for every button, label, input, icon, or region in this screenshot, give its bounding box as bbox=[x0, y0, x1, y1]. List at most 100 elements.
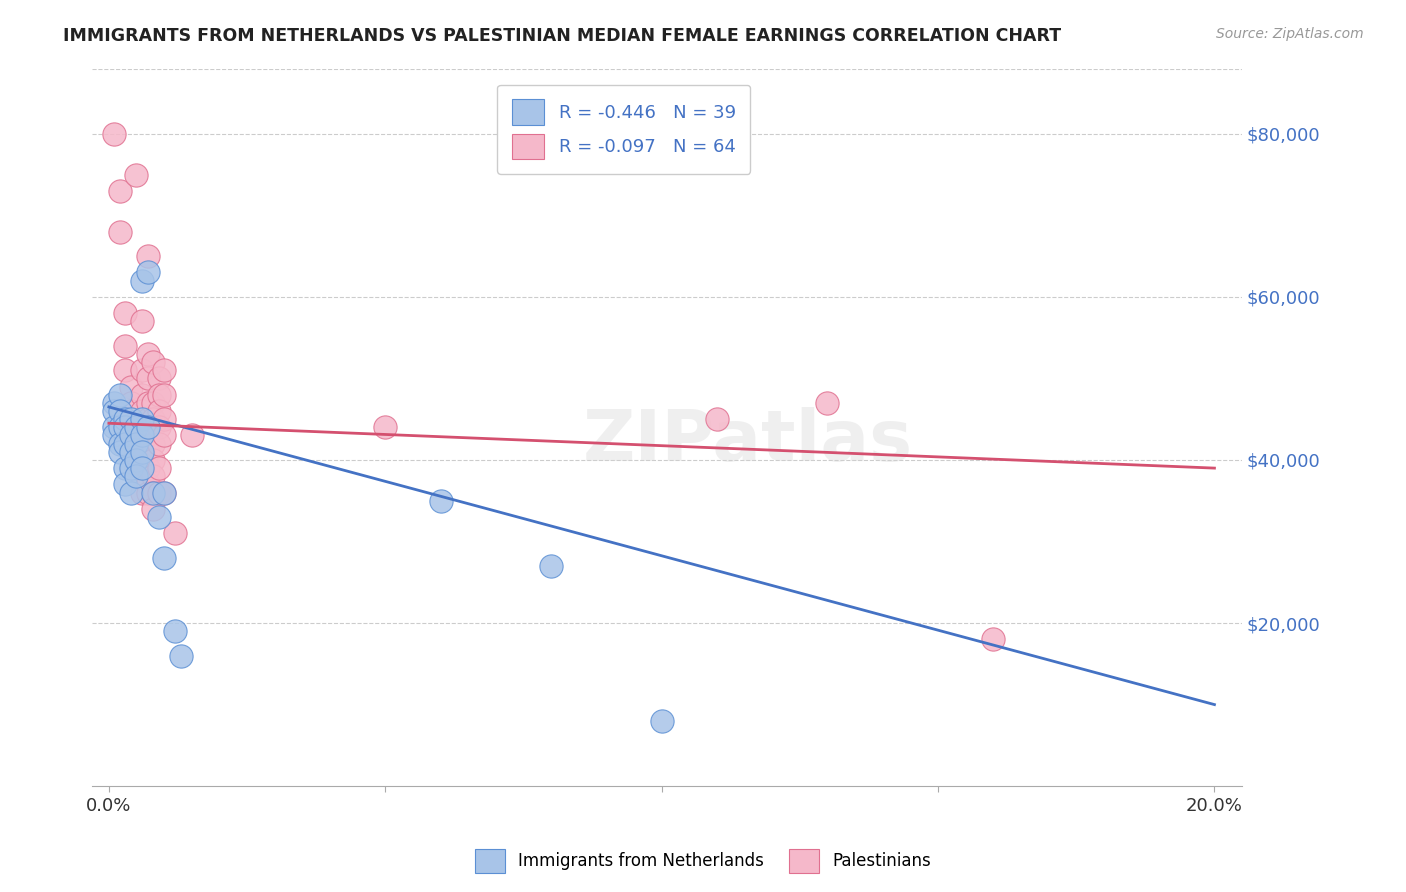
Point bbox=[142, 485, 165, 500]
Point bbox=[114, 412, 136, 426]
Point bbox=[125, 444, 148, 458]
Point bbox=[131, 388, 153, 402]
Point bbox=[136, 461, 159, 475]
Point bbox=[136, 485, 159, 500]
Point bbox=[108, 420, 131, 434]
Point bbox=[120, 485, 142, 500]
Point bbox=[120, 396, 142, 410]
Point bbox=[103, 428, 125, 442]
Point bbox=[136, 371, 159, 385]
Point bbox=[114, 461, 136, 475]
Point bbox=[148, 404, 170, 418]
Point bbox=[108, 184, 131, 198]
Point bbox=[125, 436, 148, 450]
Point bbox=[153, 485, 176, 500]
Point bbox=[131, 420, 153, 434]
Point bbox=[114, 477, 136, 491]
Point bbox=[103, 396, 125, 410]
Point bbox=[125, 461, 148, 475]
Point bbox=[125, 453, 148, 467]
Point bbox=[125, 469, 148, 483]
Point bbox=[148, 420, 170, 434]
Point bbox=[136, 265, 159, 279]
Point bbox=[108, 436, 131, 450]
Point bbox=[148, 371, 170, 385]
Point bbox=[131, 461, 153, 475]
Text: IMMIGRANTS FROM NETHERLANDS VS PALESTINIAN MEDIAN FEMALE EARNINGS CORRELATION CH: IMMIGRANTS FROM NETHERLANDS VS PALESTINI… bbox=[63, 27, 1062, 45]
Point bbox=[125, 420, 148, 434]
Point bbox=[142, 412, 165, 426]
Point bbox=[165, 526, 187, 541]
Point bbox=[108, 388, 131, 402]
Point bbox=[651, 714, 673, 728]
Point bbox=[120, 412, 142, 426]
Point bbox=[108, 444, 131, 458]
Point bbox=[120, 444, 142, 458]
Point bbox=[114, 420, 136, 434]
Point bbox=[131, 314, 153, 328]
Point bbox=[103, 404, 125, 418]
Point bbox=[131, 485, 153, 500]
Point bbox=[706, 412, 728, 426]
Point bbox=[153, 388, 176, 402]
Point bbox=[120, 461, 142, 475]
Point bbox=[374, 420, 396, 434]
Point bbox=[114, 363, 136, 377]
Point bbox=[131, 404, 153, 418]
Point bbox=[131, 428, 153, 442]
Point bbox=[981, 632, 1004, 647]
Point bbox=[136, 444, 159, 458]
Point bbox=[153, 412, 176, 426]
Point bbox=[120, 404, 142, 418]
Point bbox=[120, 379, 142, 393]
Point bbox=[103, 420, 125, 434]
Point bbox=[120, 420, 142, 434]
Point bbox=[136, 347, 159, 361]
Legend: Immigrants from Netherlands, Palestinians: Immigrants from Netherlands, Palestinian… bbox=[468, 842, 938, 880]
Point bbox=[153, 363, 176, 377]
Point bbox=[131, 412, 153, 426]
Point bbox=[136, 477, 159, 491]
Point bbox=[142, 485, 165, 500]
Point bbox=[120, 428, 142, 442]
Point bbox=[103, 127, 125, 141]
Point bbox=[148, 485, 170, 500]
Point bbox=[148, 436, 170, 450]
Point bbox=[136, 420, 159, 434]
Point bbox=[131, 461, 153, 475]
Point bbox=[153, 428, 176, 442]
Point bbox=[131, 436, 153, 450]
Point bbox=[148, 388, 170, 402]
Point bbox=[142, 469, 165, 483]
Point bbox=[114, 436, 136, 450]
Point bbox=[142, 396, 165, 410]
Point bbox=[142, 436, 165, 450]
Point bbox=[142, 453, 165, 467]
Point bbox=[131, 444, 153, 458]
Point bbox=[108, 404, 131, 418]
Point bbox=[125, 436, 148, 450]
Point bbox=[153, 485, 176, 500]
Point bbox=[136, 428, 159, 442]
Point bbox=[125, 168, 148, 182]
Point bbox=[148, 510, 170, 524]
Point bbox=[131, 469, 153, 483]
Point bbox=[540, 558, 562, 573]
Point bbox=[131, 444, 153, 458]
Point bbox=[817, 396, 839, 410]
Legend: R = -0.446   N = 39, R = -0.097   N = 64: R = -0.446 N = 39, R = -0.097 N = 64 bbox=[498, 85, 751, 174]
Point bbox=[148, 461, 170, 475]
Point bbox=[136, 412, 159, 426]
Point bbox=[131, 274, 153, 288]
Point bbox=[180, 428, 202, 442]
Point bbox=[170, 648, 193, 663]
Point bbox=[114, 306, 136, 320]
Point bbox=[153, 550, 176, 565]
Point bbox=[131, 363, 153, 377]
Point bbox=[142, 420, 165, 434]
Text: ZIPatlas: ZIPatlas bbox=[582, 407, 912, 476]
Point bbox=[120, 412, 142, 426]
Point bbox=[125, 453, 148, 467]
Point bbox=[120, 428, 142, 442]
Point bbox=[142, 501, 165, 516]
